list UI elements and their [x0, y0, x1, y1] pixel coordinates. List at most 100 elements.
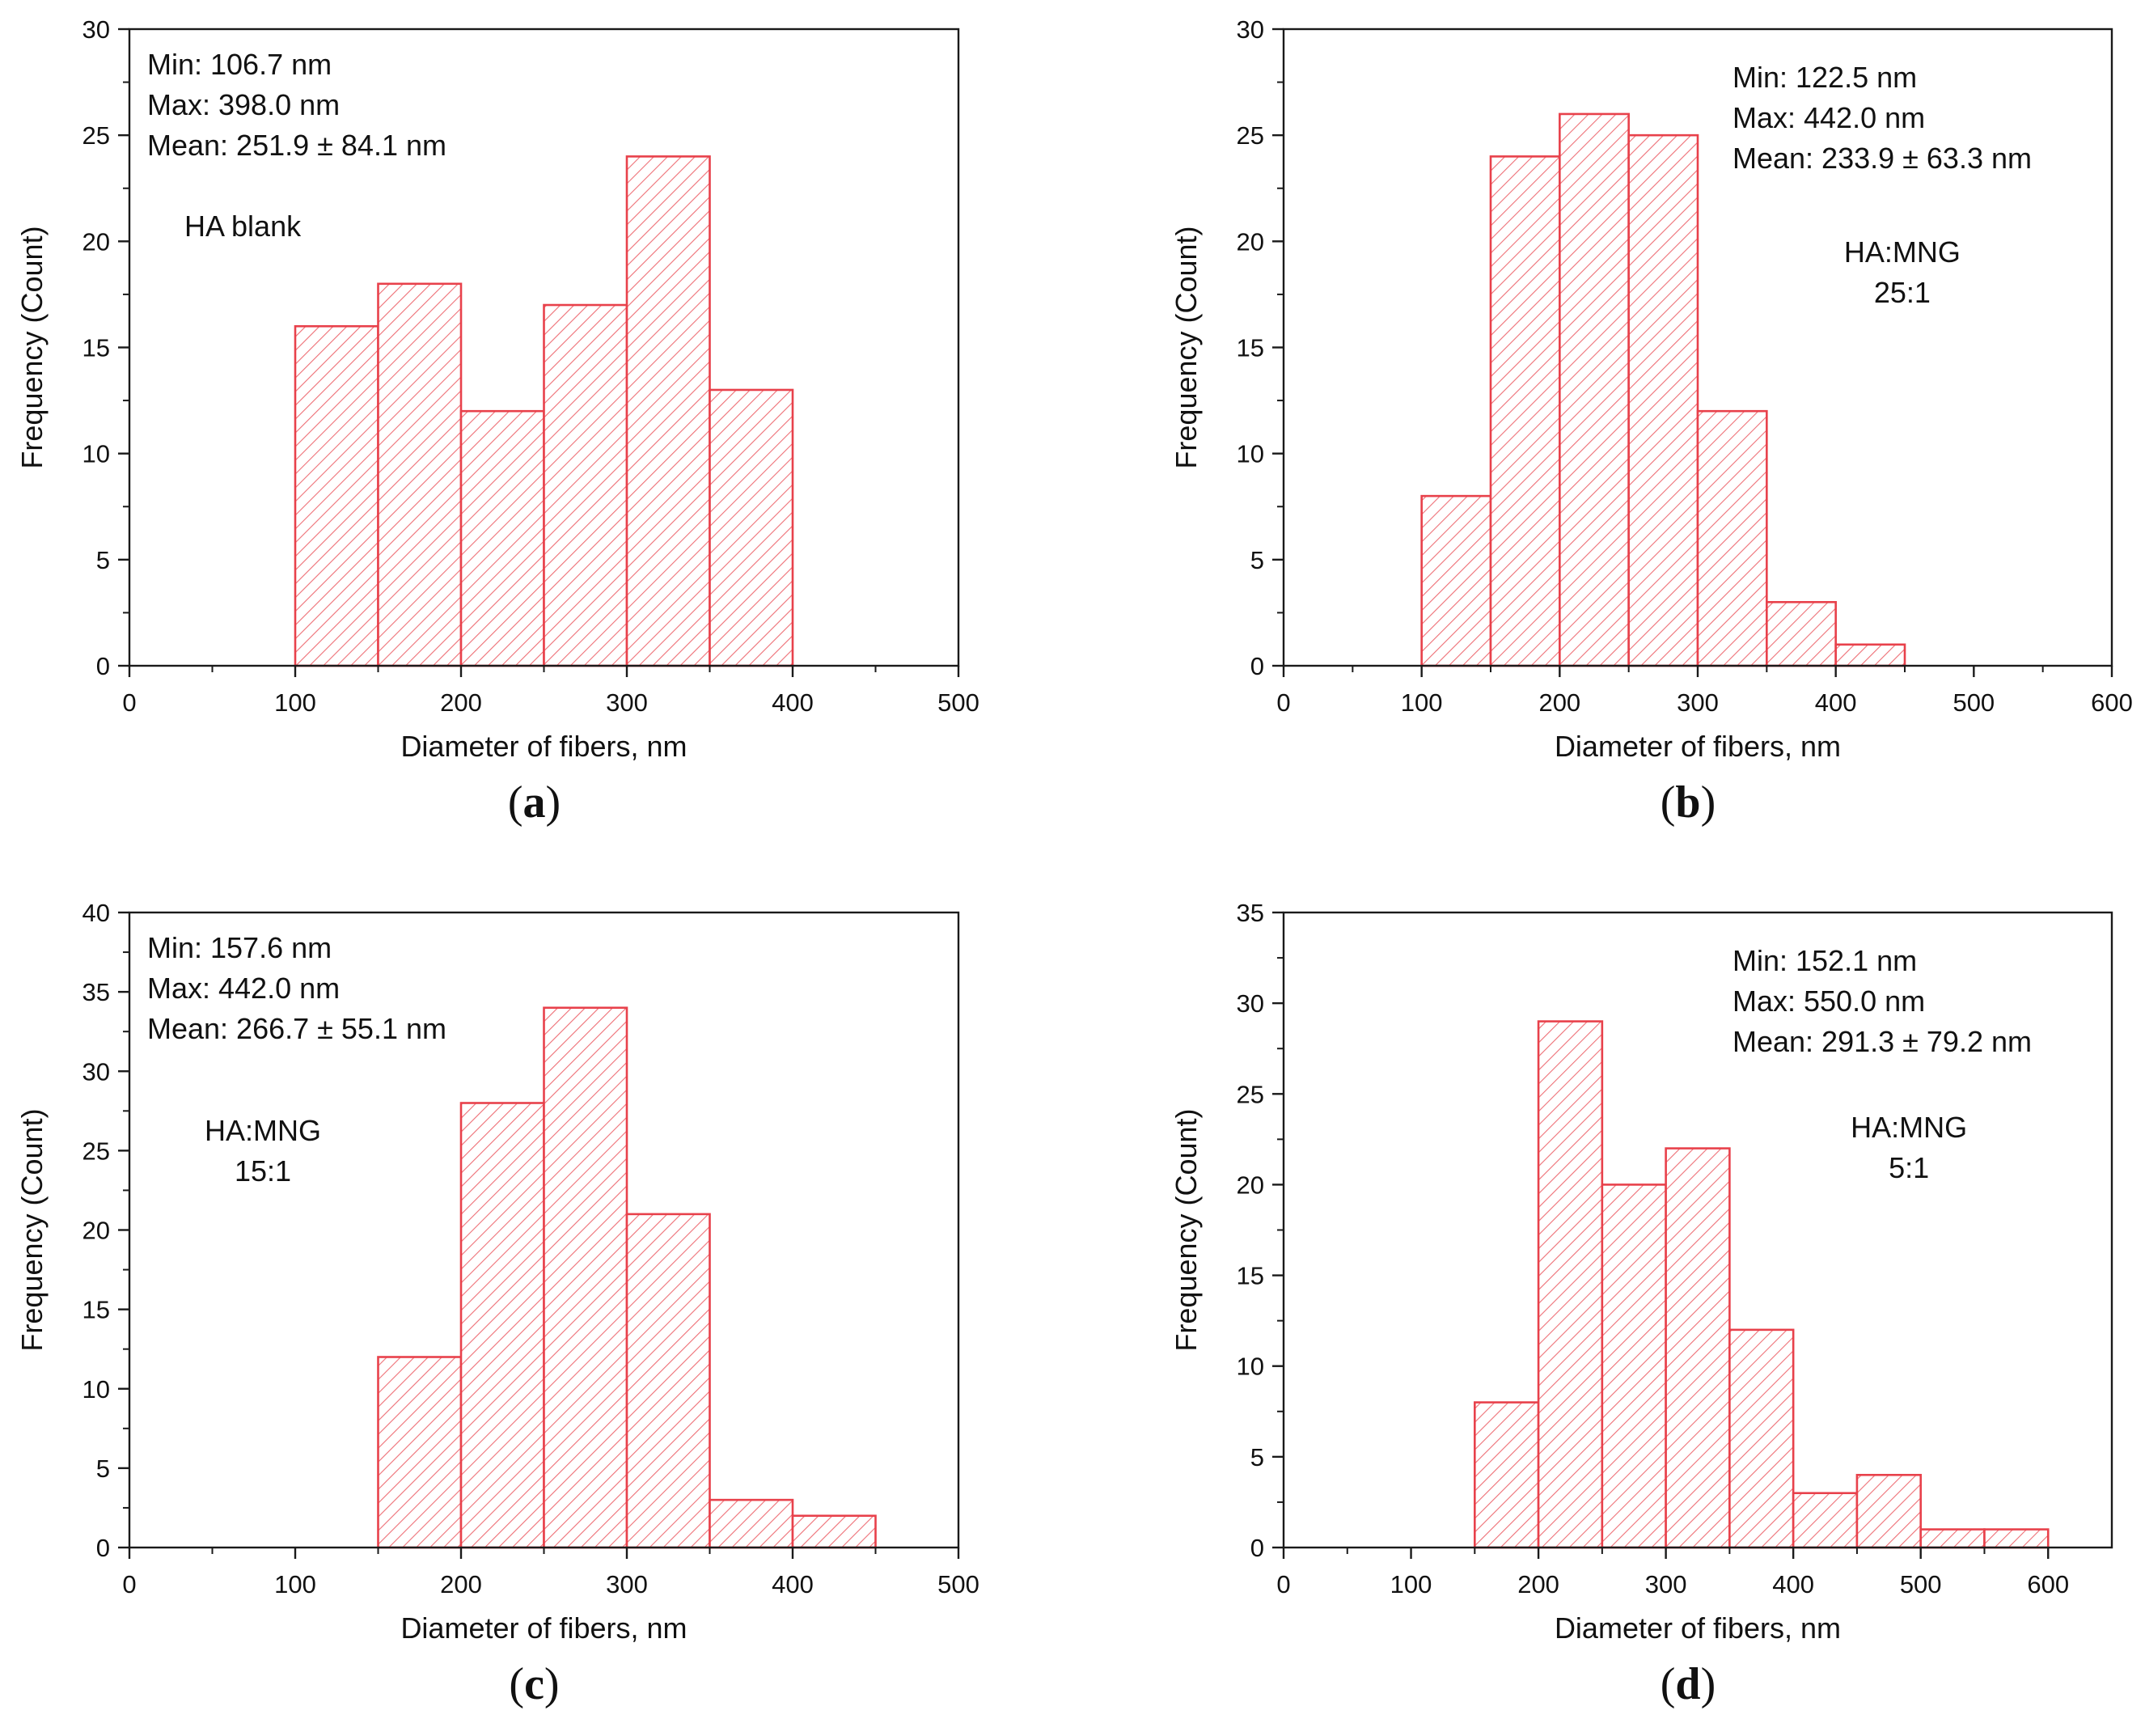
panel-label-open-paren: ( [1661, 777, 1676, 828]
x-tick-label: 100 [1401, 688, 1443, 717]
sample-label: 15:1 [235, 1154, 291, 1188]
panel-label: (a) [508, 777, 561, 828]
histogram-bar [1627, 133, 1699, 667]
x-tick-label: 300 [1677, 688, 1719, 717]
y-tick-label: 25 [1237, 121, 1264, 150]
sample-label: HA:MNG [1851, 1111, 1967, 1144]
histogram-bar [294, 324, 379, 667]
y-tick-label: 15 [82, 1296, 110, 1324]
x-tick-label: 500 [1900, 1570, 1942, 1598]
y-tick-label: 5 [96, 1454, 110, 1483]
x-tick-label: 0 [122, 688, 136, 717]
stats-annotation-line: Max: 550.0 nm [1732, 984, 1925, 1018]
histogram-bar [1474, 1401, 1540, 1549]
y-tick-label: 10 [1237, 1353, 1264, 1381]
histogram-bar [1855, 1473, 1922, 1549]
histogram-panel-a: 0 100 200 300 400 500 0 5 10 15 20 25 30 Diameter of … [15, 15, 979, 828]
x-tick-label: 400 [772, 1570, 814, 1598]
histogram-panel-b: 0 100 200 300 400 500 600 0 5 10 15 20 25 30 Diameter … [1170, 15, 2133, 828]
histogram-panel-d: 0 100 200 300 400 500 600 0 5 10 15 20 25 30 35 Diamete… [1170, 899, 2113, 1709]
y-tick-label: 0 [96, 1534, 110, 1562]
x-tick-label: 400 [1772, 1570, 1814, 1598]
histogram-bar [1919, 1528, 1986, 1549]
panel-label-letter: b [1675, 777, 1700, 828]
histogram-bar [459, 1102, 545, 1549]
x-tick-label: 100 [274, 1570, 316, 1598]
x-axis-label: Diameter of fibers, nm [400, 1611, 687, 1645]
stats-annotation-line: Mean: 233.9 ± 63.3 nm [1732, 142, 2032, 175]
y-tick-label: 25 [82, 1137, 110, 1165]
histogram-bar [1489, 155, 1561, 667]
histogram-bar [1665, 1147, 1731, 1549]
y-tick-label: 5 [1250, 546, 1264, 574]
x-tick-label: 100 [274, 688, 316, 717]
panel-label-letter: c [524, 1659, 544, 1709]
histogram-bar [543, 303, 628, 667]
x-tick-label: 300 [606, 1570, 648, 1598]
stats-annotation-line: Mean: 266.7 ± 55.1 nm [147, 1012, 446, 1045]
x-tick-label: 200 [1517, 1570, 1559, 1598]
histogram-bar [1728, 1328, 1795, 1549]
x-tick-label: 600 [2027, 1570, 2069, 1598]
stats-annotation-line: Min: 106.7 nm [147, 48, 332, 81]
y-axis-label: Frequency (Count) [15, 1108, 49, 1351]
histogram-bar [1537, 1020, 1604, 1549]
panel-label-close-paren: ) [544, 1659, 560, 1709]
histogram-bar [377, 282, 463, 667]
y-tick-label: 30 [1237, 989, 1264, 1018]
x-axis-label: Diameter of fibers, nm [1555, 1611, 1841, 1645]
x-tick-label: 600 [2091, 688, 2133, 717]
y-tick-label: 30 [82, 15, 110, 44]
y-tick-label: 35 [82, 978, 110, 1006]
y-tick-label: 20 [1237, 1171, 1264, 1199]
x-tick-label: 500 [937, 1570, 979, 1598]
sample-label: 5:1 [1889, 1151, 1929, 1184]
stats-annotation-line: Max: 398.0 nm [147, 88, 340, 121]
y-tick-label: 5 [96, 546, 110, 574]
x-tick-label: 400 [772, 688, 814, 717]
panel-label-letter: d [1675, 1659, 1700, 1709]
y-tick-label: 0 [1250, 652, 1264, 680]
y-tick-label: 0 [96, 652, 110, 680]
histogram-bar [1696, 409, 1768, 667]
y-tick-label: 20 [82, 1217, 110, 1245]
x-axis-label: Diameter of fibers, nm [1555, 730, 1841, 763]
stats-annotation-line: Min: 122.5 nm [1732, 61, 1917, 94]
stats-annotation-line: Max: 442.0 nm [147, 972, 340, 1005]
histogram-bar [1766, 600, 1837, 667]
y-tick-label: 15 [1237, 1262, 1264, 1290]
x-tick-label: 300 [1645, 1570, 1687, 1598]
panel-label-open-paren: ( [1661, 1659, 1676, 1709]
stats-annotation-line: Max: 442.0 nm [1732, 101, 1925, 134]
y-tick-label: 15 [1237, 334, 1264, 362]
panel-label: (d) [1661, 1659, 1716, 1709]
y-tick-label: 30 [1237, 15, 1264, 44]
stats-annotation-line: Mean: 251.9 ± 84.1 nm [147, 129, 446, 162]
y-tick-label: 20 [82, 227, 110, 256]
y-tick-label: 15 [82, 334, 110, 362]
panel-label-open-paren: ( [509, 1659, 524, 1709]
x-tick-label: 0 [122, 1570, 136, 1598]
panel-label-letter: a [523, 777, 546, 828]
x-tick-label: 0 [1276, 1570, 1290, 1598]
y-tick-label: 20 [1237, 227, 1264, 256]
y-axis-label: Frequency (Count) [1170, 1108, 1203, 1351]
x-tick-label: 400 [1815, 688, 1857, 717]
y-axis-label: Frequency (Count) [1170, 226, 1203, 468]
panel-label-close-paren: ) [1701, 777, 1716, 828]
x-axis-label: Diameter of fibers, nm [400, 730, 687, 763]
histogram-bar [377, 1356, 463, 1549]
panel-label: (b) [1661, 777, 1716, 828]
histogram-bar [459, 409, 545, 667]
stats-annotation-line: Min: 152.1 nm [1732, 944, 1917, 977]
sample-label: HA:MNG [1844, 235, 1961, 269]
histogram-bar [1601, 1183, 1667, 1549]
x-tick-label: 500 [1952, 688, 1995, 717]
histogram-bar [625, 1213, 711, 1549]
histogram-bar [709, 388, 794, 667]
y-tick-label: 30 [82, 1057, 110, 1086]
y-tick-label: 40 [82, 899, 110, 927]
x-tick-label: 200 [1538, 688, 1580, 717]
x-tick-label: 100 [1390, 1570, 1432, 1598]
